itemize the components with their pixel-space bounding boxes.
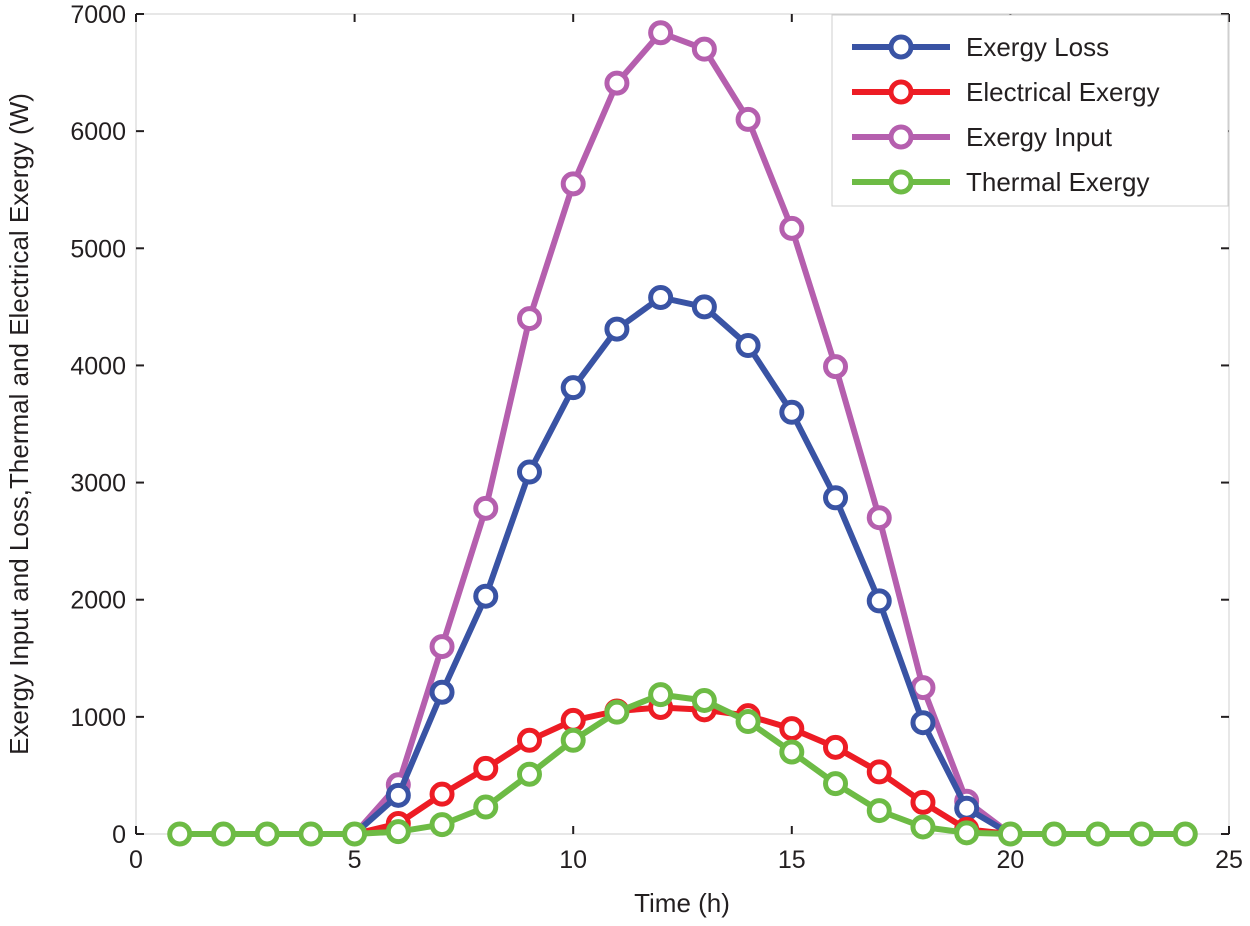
data-point-exergy-loss [866,588,892,614]
series-line-exergy-input [351,29,1014,837]
legend-label-exergy-input: Exergy Input [966,122,1113,152]
data-point-thermal-exergy [823,771,849,797]
data-point-exergy-input [648,20,674,46]
data-point-thermal-exergy [429,812,455,838]
legend-label-exergy-loss: Exergy Loss [966,32,1109,62]
legend-entries: Exergy Loss Electrical Exergy Exergy Input… [852,32,1160,197]
data-point-exergy-input [604,70,630,96]
data-point-exergy-loss [429,679,455,705]
x-tick-label: 20 [996,846,1024,874]
data-point-electrical-exergy [429,781,455,807]
data-point-exergy-input [516,306,542,332]
data-point-thermal-exergy [954,820,980,846]
data-point-exergy-input [735,106,761,132]
data-point-exergy-loss [823,485,849,511]
data-point-exergy-loss [473,583,499,609]
legend-marker-exergy-input [888,124,914,150]
plot-area-frame [135,13,1230,835]
data-point-exergy-loss [516,459,542,485]
data-point-electrical-exergy [473,755,499,781]
data-point-thermal-exergy [735,709,761,735]
data-point-thermal-exergy [342,821,368,847]
y-tick-label: 6000 [70,118,126,146]
y-tick-label: 3000 [70,470,126,498]
data-point-exergy-input [429,634,455,660]
data-point-thermal-exergy [910,814,936,840]
data-point-exergy-input [779,215,805,241]
legend-label-thermal-exergy: Thermal Exergy [966,167,1150,197]
data-point-exergy-loss [604,316,630,342]
data-point-thermal-exergy [691,687,717,713]
series-thermal-exergy [167,682,1198,847]
data-point-thermal-exergy [298,821,324,847]
x-tick-label: 15 [778,846,806,874]
data-point-thermal-exergy [997,821,1023,847]
series-layer [167,20,1198,847]
data-point-exergy-loss [648,284,674,310]
data-point-thermal-exergy [516,761,542,787]
data-point-electrical-exergy [560,707,586,733]
data-point-exergy-loss [779,399,805,425]
legend-marker-electrical-exergy [888,79,914,105]
data-point-electrical-exergy [779,716,805,742]
data-point-thermal-exergy [1172,821,1198,847]
data-point-exergy-loss [735,333,761,359]
legend-marker-exergy-loss [888,34,914,60]
x-tick-label: 25 [1215,846,1243,874]
data-point-thermal-exergy [210,821,236,847]
data-point-exergy-loss [691,294,717,320]
y-tick-label: 1000 [70,704,126,732]
legend-entry-exergy-input: Exergy Input [852,122,1113,152]
legend-entry-thermal-exergy: Thermal Exergy [852,167,1150,197]
x-tick-label: 5 [348,846,362,874]
y-tick-label: 4000 [70,352,126,380]
series-line-exergy-loss [351,294,1014,837]
data-point-exergy-loss [385,782,411,808]
y-axis-label: Exergy Input and Loss,Thermal and Electr… [4,93,34,755]
data-point-thermal-exergy [1129,821,1155,847]
data-point-thermal-exergy [779,739,805,765]
legend-entry-electrical-exergy: Electrical Exergy [852,77,1160,107]
y-tick-label: 5000 [70,235,126,263]
data-point-thermal-exergy [254,821,280,847]
y-tick-label: 7000 [70,1,126,29]
data-point-exergy-loss [560,375,586,401]
y-tick-label: 0 [112,821,126,849]
data-point-electrical-exergy [910,789,936,815]
legend-entry-exergy-loss: Exergy Loss [852,32,1109,62]
data-point-electrical-exergy [866,759,892,785]
series-line-electrical-exergy [351,704,1014,837]
data-point-thermal-exergy [604,699,630,725]
data-point-exergy-input [691,36,717,62]
legend-marker-thermal-exergy [888,169,914,195]
data-point-thermal-exergy [560,727,586,753]
data-point-thermal-exergy [473,794,499,820]
x-tick-label: 0 [129,846,143,874]
data-point-thermal-exergy [167,821,193,847]
data-point-thermal-exergy [385,819,411,845]
x-tick-label: 10 [559,846,587,874]
data-point-thermal-exergy [1041,821,1067,847]
data-point-exergy-input [823,354,849,380]
data-point-thermal-exergy [866,798,892,824]
legend-label-electrical-exergy: Electrical Exergy [966,77,1160,107]
y-tick-label: 2000 [70,587,126,615]
legend: Exergy Loss Electrical Exergy Exergy Input… [831,14,1229,207]
tick-labels: 0 5 10 15 20 25 0 1000 2000 3000 4000 5000 6000 7000 [70,1,1243,874]
series-exergy-loss [351,284,1014,837]
data-point-thermal-exergy [648,682,674,708]
data-point-thermal-exergy [1085,821,1111,847]
data-point-exergy-input [473,495,499,521]
x-axis-label: Time (h) [634,888,730,918]
data-point-exergy-input [560,171,586,197]
data-point-exergy-loss [954,795,980,821]
data-point-electrical-exergy [516,727,542,753]
data-point-exergy-input [866,505,892,531]
data-point-electrical-exergy [823,734,849,760]
data-point-exergy-loss [910,710,936,736]
